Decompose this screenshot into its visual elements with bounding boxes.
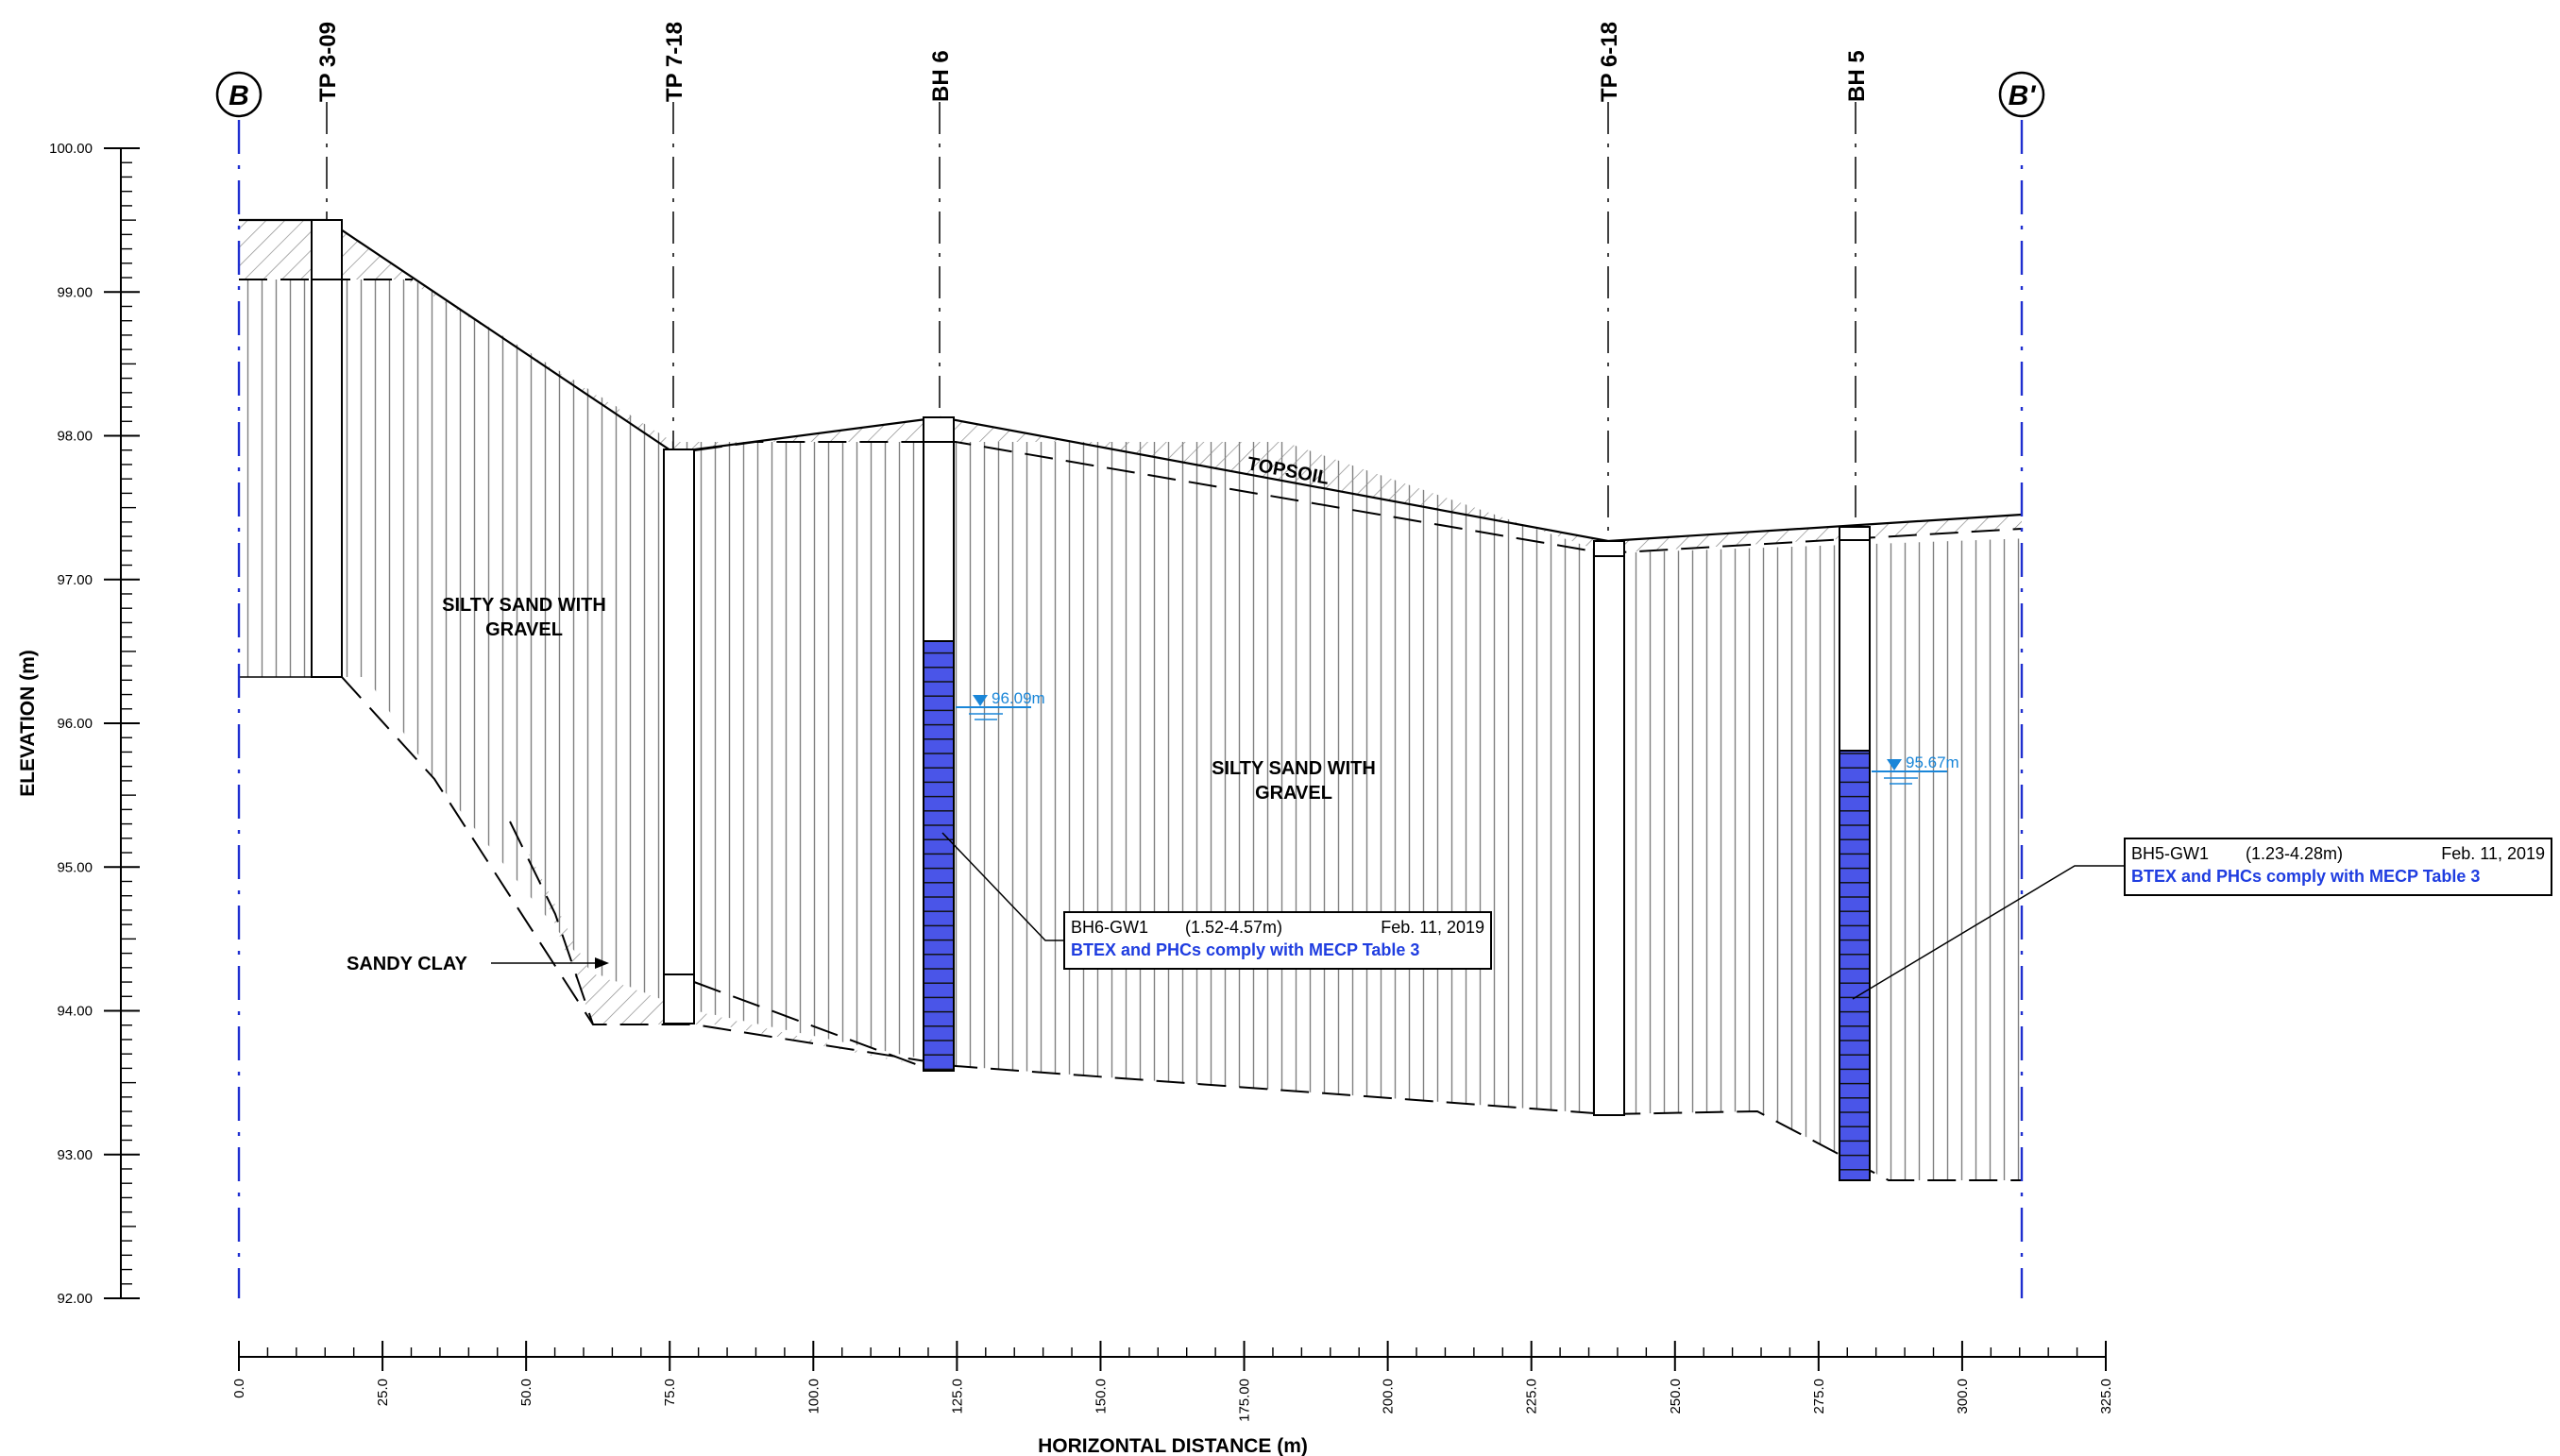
y-tick-label: 92.00 <box>57 1291 93 1307</box>
section-marker-start: B <box>215 71 263 118</box>
topsoil-base-line-2 <box>693 441 2023 555</box>
column-tp718 <box>663 449 695 1024</box>
borehole-names: TP 3-09 TP 7-18 BH 6 TP 6-18 BH 5 <box>315 22 1870 102</box>
x-tick-label: 225.0 <box>1524 1379 1540 1414</box>
callout-bh5: BH5-GW1 (1.23-4.28m) Feb. 11, 2019 BTEX … <box>1852 838 2552 1000</box>
bedrock-contact-line <box>341 676 2022 1181</box>
callout-result: BTEX and PHCs comply with MECP Table 3 <box>2131 867 2480 886</box>
y-tick-label: 93.00 <box>57 1147 93 1163</box>
callout-box <box>2124 838 2552 896</box>
borehole-name: BH 6 <box>928 50 954 102</box>
callout-sample: BH5-GW1 <box>2131 844 2209 863</box>
callout-box <box>1063 911 1492 970</box>
section-marker-circle <box>1998 71 2045 118</box>
section-marker-label: B' <box>2009 80 2037 111</box>
section-marker-circle <box>215 71 263 118</box>
well-screens <box>923 640 1871 1181</box>
borehole-name: TP 6-18 <box>1597 22 1622 102</box>
y-tick-label: 95.00 <box>57 859 93 875</box>
borehole-name: TP 7-18 <box>662 22 687 102</box>
x-tick-label: 325.0 <box>2098 1379 2114 1414</box>
soil-label: GRAVEL <box>485 619 563 640</box>
x-axis-ticks: 0.0 25.0 50.0 75.0 100.0 125.0 150.0 175.00 200.… <box>231 1341 2114 1422</box>
water-triangle-icon <box>973 695 988 706</box>
x-axis-title: HORIZONTAL DISTANCE (m) <box>1038 1435 1308 1456</box>
soil-label: SANDY CLAY <box>347 954 467 974</box>
x-tick-label: 275.0 <box>1811 1379 1827 1414</box>
callout-leader <box>941 832 1064 941</box>
x-tick-label: 0.0 <box>231 1379 247 1398</box>
callout-bh6: BH6-GW1 (1.52-4.57m) Feb. 11, 2019 BTEX … <box>941 832 1492 970</box>
y-tick-label: 97.00 <box>57 572 93 588</box>
column-tp618 <box>1593 540 1625 1116</box>
y-tick-label: 100.00 <box>49 141 93 157</box>
soil-label: SILTY SAND WITH <box>442 595 606 616</box>
water-level-bh5: 95.67m <box>1872 753 1959 785</box>
y-tick-label: 96.00 <box>57 716 93 732</box>
x-tick-label: 150.0 <box>1093 1379 1109 1414</box>
callout-leader <box>1852 865 2125 1000</box>
borehole-name: TP 3-09 <box>315 22 341 102</box>
callout-interval: (1.52-4.57m) <box>1185 918 1282 937</box>
section-marker-label: B <box>229 80 249 111</box>
x-tick-label: 250.0 <box>1668 1379 1684 1414</box>
screen-bh6 <box>923 640 955 1072</box>
borehole-name: BH 5 <box>1844 50 1870 102</box>
sandy-clay-layer <box>527 850 921 1066</box>
x-tick-label: 100.0 <box>805 1379 822 1414</box>
x-tick-label: 25.0 <box>375 1379 391 1406</box>
screen-bh5 <box>1839 750 1871 1181</box>
x-tick-label: 125.0 <box>949 1379 965 1414</box>
y-tick-label: 99.00 <box>57 284 93 300</box>
soil-label: SILTY SAND WITH <box>1212 758 1376 779</box>
section-marker-end: B' <box>1998 71 2045 118</box>
water-triangle-icon <box>1887 759 1902 770</box>
section-lines <box>237 120 2024 1298</box>
x-tick-label: 175.00 <box>1237 1379 1253 1422</box>
soil-label: GRAVEL <box>1255 783 1332 804</box>
clay-lower-line <box>509 821 594 1025</box>
silty-sand-gravel-layer <box>239 279 2031 1180</box>
callout-sample: BH6-GW1 <box>1071 918 1148 937</box>
callout-result: BTEX and PHCs comply with MECP Table 3 <box>1071 940 1419 959</box>
y-axis-ticks: 92.00 93.00 94.00 95.00 96.00 97.00 98.00 99.00… <box>49 141 140 1307</box>
soil-layers <box>239 220 2031 1180</box>
x-axis: 0.0 25.0 50.0 75.0 100.0 125.0 150.0 175.00 200.… <box>231 1341 2114 1456</box>
callout-date: Feb. 11, 2019 <box>1381 918 1484 937</box>
water-level-bh6: 96.09m <box>956 689 1045 720</box>
callout-interval: (1.23-4.28m) <box>2246 844 2343 863</box>
water-level-label: 95.67m <box>1906 753 1959 771</box>
x-tick-label: 200.0 <box>1381 1379 1397 1414</box>
x-tick-label: 50.0 <box>518 1379 534 1406</box>
y-axis: 92.00 93.00 94.00 95.00 96.00 97.00 98.00 99.00… <box>17 141 140 1307</box>
sandy-clay-arrow-icon <box>595 957 609 969</box>
column-tp309 <box>311 219 343 678</box>
y-tick-label: 98.00 <box>57 429 93 445</box>
y-axis-title: ELEVATION (m) <box>17 650 39 797</box>
y-tick-label: 94.00 <box>57 1004 93 1020</box>
water-level-label: 96.09m <box>992 689 1045 707</box>
x-tick-label: 300.0 <box>1955 1379 1971 1414</box>
x-tick-label: 75.0 <box>662 1379 678 1406</box>
callout-date: Feb. 11, 2019 <box>2441 844 2545 863</box>
borehole-leaders <box>326 102 1856 541</box>
